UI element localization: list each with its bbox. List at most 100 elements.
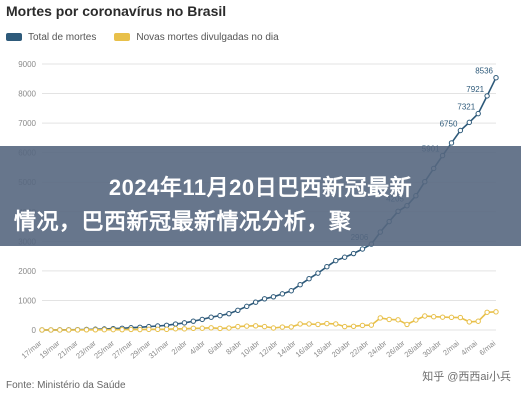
data-point-s0-28 (288, 288, 294, 294)
data-point-s0-27 (279, 291, 286, 297)
x-tick-label-12: 10/abr (239, 338, 261, 359)
data-point-s0-36 (359, 246, 366, 252)
legend-item-new: Novas mortes divulgadas no dia (114, 31, 279, 43)
banner-title-line-1: 2024年11月20日巴西新冠最新 (108, 175, 413, 200)
data-point-s1-5 (83, 327, 90, 333)
data-point-s0-49 (475, 110, 481, 117)
data-point-s1-12 (146, 326, 152, 333)
x-tick-label-15: 16/abr (294, 338, 316, 359)
data-point-s0-46 (448, 140, 455, 146)
y-tick-label-0: 0 (32, 326, 37, 335)
data-point-s1-7 (101, 327, 108, 333)
data-point-s1-29 (297, 321, 303, 327)
legend-swatch-new (114, 33, 131, 41)
data-point-s0-22 (235, 307, 241, 313)
x-tick-label-19: 24/abr (366, 338, 388, 359)
data-point-s1-22 (235, 323, 241, 330)
data-point-s0-32 (324, 264, 330, 270)
x-tick-label-24: 4/mai (459, 338, 479, 357)
data-point-s0-21 (226, 310, 232, 317)
data-point-s0-35 (350, 250, 357, 257)
x-tick-label-18: 22/abr (348, 338, 370, 359)
data-point-s1-23 (244, 323, 250, 329)
data-point-s1-9 (119, 326, 125, 333)
x-tick-label-9: 4/abr (188, 338, 207, 356)
x-tick-label-21: 28/abr (403, 338, 425, 359)
x-tick-label-10: 6/abr (206, 338, 225, 356)
data-point-s0-48 (466, 119, 472, 126)
legend-swatch-total (6, 33, 22, 41)
data-point-s1-20 (217, 325, 223, 332)
data-point-s1-32 (324, 320, 330, 327)
data-label-47: 6750 (440, 120, 458, 129)
watermark: 知乎 @西西ai小兵 (422, 371, 511, 383)
data-point-s1-3 (66, 327, 72, 333)
data-point-s0-31 (315, 270, 321, 276)
x-tick-label-25: 6/mai (477, 338, 497, 357)
y-tick-label-1000: 1000 (18, 296, 36, 305)
data-point-s1-41 (404, 321, 410, 328)
data-point-s1-24 (252, 323, 259, 329)
data-point-s0-51 (493, 75, 499, 81)
x-tick-label-22: 30/abr (421, 338, 443, 359)
data-point-s0-34 (341, 254, 348, 260)
data-point-s1-47 (457, 314, 464, 321)
data-point-s1-49 (475, 318, 481, 324)
data-point-s1-50 (484, 309, 490, 315)
data-point-s0-16 (181, 320, 188, 326)
data-point-s0-29 (297, 282, 303, 288)
y-tick-label-9000: 9000 (18, 60, 36, 69)
data-point-s1-8 (110, 326, 116, 333)
source-note: Fonte: Ministério da Saúde (6, 380, 126, 391)
data-point-s1-16 (181, 326, 188, 332)
data-point-s0-30 (306, 275, 312, 282)
data-point-s1-10 (128, 326, 134, 333)
data-point-s0-25 (261, 296, 268, 302)
data-point-s1-37 (368, 322, 375, 328)
x-tick-label-8: 2/abr (170, 338, 189, 356)
data-point-s1-35 (350, 323, 357, 330)
data-point-s1-21 (226, 325, 232, 331)
y-tick-label-7000: 7000 (18, 119, 36, 128)
data-point-s1-17 (190, 325, 197, 331)
x-tick-label-16: 18/abr (312, 338, 334, 359)
title-banner: 2024年11月20日巴西新冠最新 情况，巴西新冠最新情况分析，聚 (0, 146, 521, 246)
data-point-s1-28 (288, 324, 294, 330)
data-point-s1-40 (395, 317, 401, 323)
data-point-s1-2 (57, 327, 63, 333)
data-point-s0-33 (333, 257, 339, 264)
data-point-s1-0 (39, 327, 45, 333)
x-tick-label-14: 14/abr (275, 338, 297, 359)
legend-label-new: Novas mortes divulgadas no dia (136, 31, 279, 43)
data-point-s0-19 (208, 314, 214, 320)
x-tick-label-20: 26/abr (384, 338, 406, 359)
data-point-s1-48 (466, 319, 472, 325)
data-point-s1-45 (439, 314, 446, 320)
y-tick-label-2000: 2000 (18, 267, 36, 276)
chart-title: Mortes por coronavírus no Brasil (6, 3, 227, 19)
data-point-s0-20 (217, 312, 223, 319)
data-point-s1-13 (155, 326, 161, 333)
data-point-s1-15 (172, 326, 179, 332)
banner-title-line-2: 情况，巴西新冠最新情况分析，聚 (14, 209, 352, 234)
data-point-s1-39 (386, 316, 392, 323)
data-point-s1-18 (199, 325, 205, 331)
data-point-s0-17 (190, 318, 197, 324)
data-point-s1-14 (163, 326, 170, 333)
data-point-s1-44 (430, 314, 437, 320)
x-tick-label-17: 20/abr (330, 338, 352, 359)
data-point-s0-24 (252, 299, 259, 305)
data-point-s1-33 (333, 321, 339, 327)
x-tick-label-23: 2/mai (441, 338, 461, 357)
data-point-s0-50 (484, 93, 490, 99)
data-label-49: 7321 (457, 103, 475, 112)
data-point-s1-1 (48, 327, 54, 333)
data-point-s0-18 (199, 316, 205, 323)
data-point-s1-46 (448, 314, 455, 321)
data-point-s1-11 (137, 326, 143, 333)
data-point-s1-30 (306, 321, 312, 327)
y-tick-label-8000: 8000 (18, 90, 36, 99)
data-point-s1-51 (493, 309, 499, 315)
data-point-s1-36 (359, 322, 366, 329)
legend-label-total: Total de mortes (28, 31, 97, 43)
